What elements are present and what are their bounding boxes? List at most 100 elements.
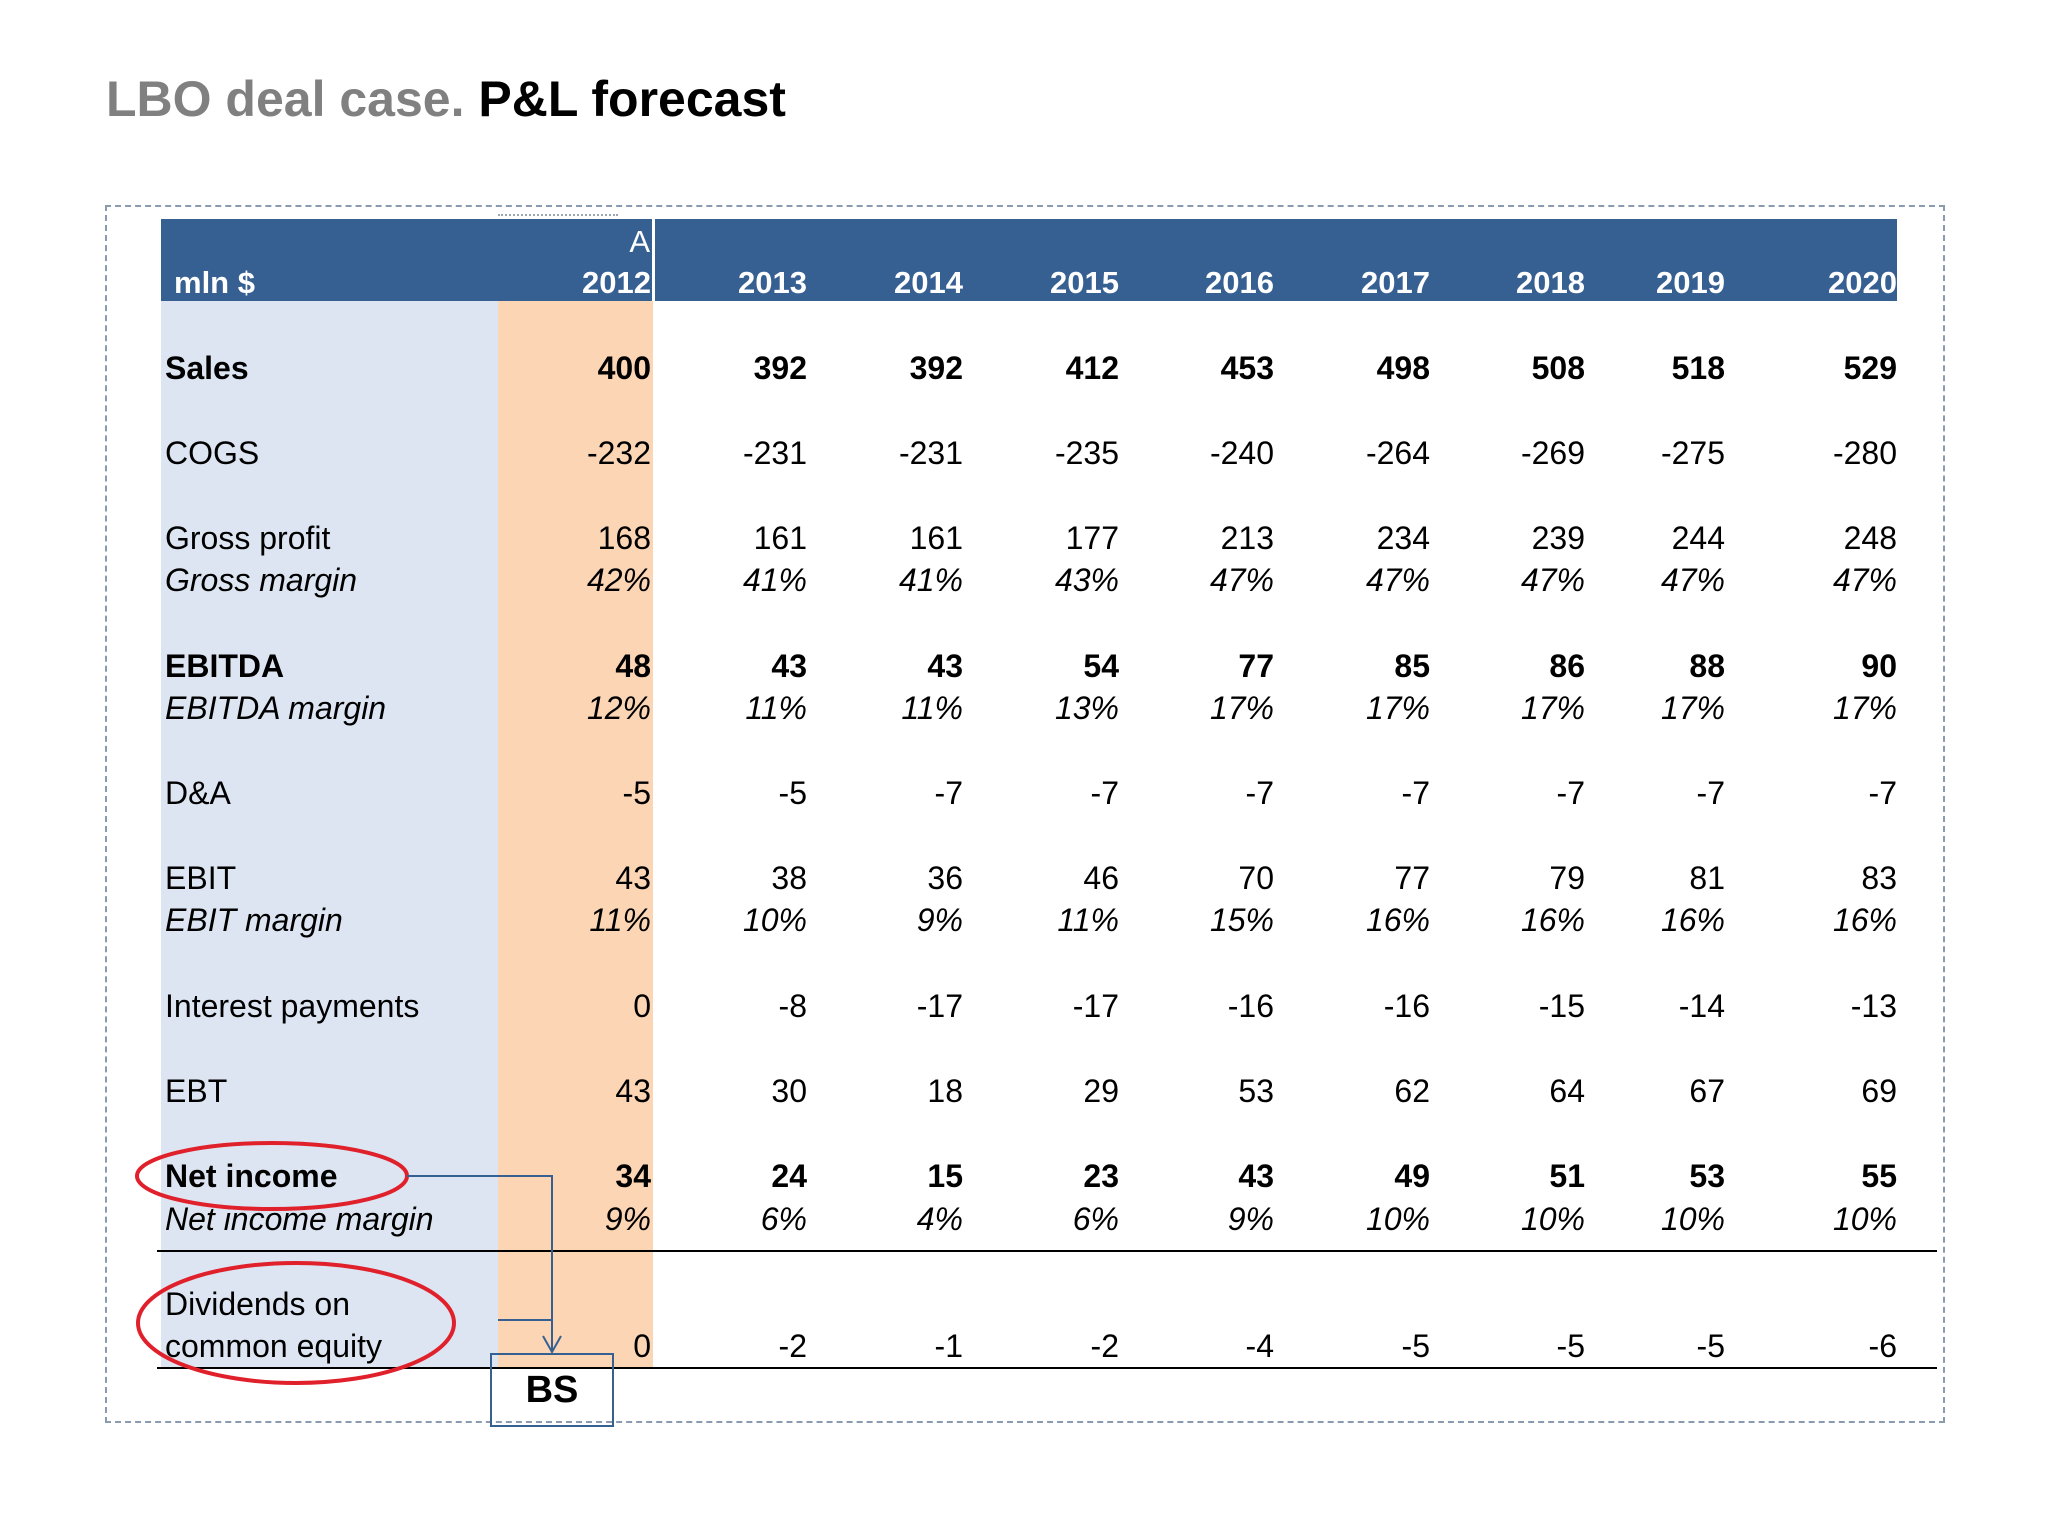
actual-marker: A <box>629 224 650 259</box>
table-header-bar <box>161 219 1897 301</box>
table-cell: -269 <box>1520 435 1585 471</box>
row-label: Gross margin <box>165 562 358 598</box>
table-cell: 36 <box>927 860 963 896</box>
table-cell: 6% <box>1072 1201 1119 1237</box>
table-cell: 161 <box>753 520 807 556</box>
dividends-circle <box>136 1261 456 1385</box>
table-cell: 88 <box>1689 648 1725 684</box>
table-cell: -264 <box>1365 435 1430 471</box>
table-cell: -275 <box>1660 435 1725 471</box>
table-cell: -7 <box>1090 775 1119 811</box>
year-header: 2017 <box>1361 265 1430 300</box>
table-cell: 42% <box>586 562 651 598</box>
table-cell: -7 <box>1556 775 1585 811</box>
table-cell: 9% <box>604 1201 651 1237</box>
table-cell: 9% <box>916 902 963 938</box>
net-income-link-line <box>407 1175 553 1350</box>
table-cell: 17% <box>1365 690 1430 726</box>
table-cell: 81 <box>1689 860 1725 896</box>
year-header: 2019 <box>1656 265 1725 300</box>
table-cell: 213 <box>1220 520 1274 556</box>
arrow-down-icon <box>542 1335 562 1355</box>
table-cell: 244 <box>1671 520 1725 556</box>
table-cell: 4% <box>916 1201 963 1237</box>
table-cell: -232 <box>586 435 651 471</box>
table-cell: 12% <box>586 690 651 726</box>
table-cell: 46 <box>1083 860 1119 896</box>
table-cell: -7 <box>1401 775 1430 811</box>
table-cell: -15 <box>1538 988 1585 1024</box>
table-cell: 43 <box>771 648 807 684</box>
table-cell: 43 <box>615 1073 651 1109</box>
table-cell: 10% <box>742 902 807 938</box>
table-cell: -13 <box>1850 988 1897 1024</box>
row-label: D&A <box>165 775 231 811</box>
table-cell: -5 <box>778 775 807 811</box>
table-cell: 0 <box>633 988 651 1024</box>
table-cell: 400 <box>597 350 651 386</box>
table-cell: 16% <box>1832 902 1897 938</box>
table-cell: 11% <box>745 690 807 726</box>
row-label: EBIT margin <box>165 902 343 938</box>
table-cell: 16% <box>1520 902 1585 938</box>
year-header: 2013 <box>738 265 807 300</box>
table-cell: 48 <box>615 648 651 684</box>
table-cell: 64 <box>1549 1073 1585 1109</box>
table-cell: 17% <box>1832 690 1897 726</box>
table-frame <box>105 205 1945 1423</box>
table-cell: 11% <box>1057 902 1119 938</box>
year-header: 2014 <box>894 265 963 300</box>
table-cell: 17% <box>1209 690 1274 726</box>
table-cell: 69 <box>1861 1073 1897 1109</box>
table-cell: 24 <box>771 1158 807 1194</box>
table-cell: 47% <box>1832 562 1897 598</box>
table-cell: -235 <box>1054 435 1119 471</box>
table-cell: -7 <box>1245 775 1274 811</box>
table-cell: 30 <box>771 1073 807 1109</box>
row-label: COGS <box>165 435 260 471</box>
table-cell: 38 <box>771 860 807 896</box>
table-cell: -2 <box>1090 1328 1119 1364</box>
table-cell: -231 <box>742 435 807 471</box>
table-cell: 79 <box>1549 860 1585 896</box>
table-cell: 43 <box>1238 1158 1274 1194</box>
row-label: EBITDA margin <box>165 690 387 726</box>
table-cell: 54 <box>1083 648 1119 684</box>
table-cell: 9% <box>1227 1201 1274 1237</box>
row-label: Interest payments <box>165 988 420 1024</box>
table-cell: 508 <box>1531 350 1585 386</box>
table-cell: 17% <box>1660 690 1725 726</box>
table-cell: 16% <box>1660 902 1725 938</box>
table-cell: 234 <box>1376 520 1430 556</box>
divider-line <box>157 1250 1937 1252</box>
table-cell: 239 <box>1531 520 1585 556</box>
table-cell: 15 <box>927 1158 963 1194</box>
row-label: Gross profit <box>165 520 331 556</box>
row-label: Sales <box>165 350 249 386</box>
table-cell: -17 <box>1072 988 1119 1024</box>
table-cell: 77 <box>1394 860 1430 896</box>
table-cell: -7 <box>1696 775 1725 811</box>
table-cell: 49 <box>1394 1158 1430 1194</box>
year-header: 2012 <box>582 265 651 300</box>
table-cell: 34 <box>615 1158 651 1194</box>
actual-column-background <box>498 301 653 1368</box>
row-label: EBT <box>165 1073 228 1109</box>
table-cell: 498 <box>1376 350 1430 386</box>
net-income-circle <box>135 1141 409 1211</box>
table-cell: 43 <box>927 648 963 684</box>
table-cell: -240 <box>1209 435 1274 471</box>
table-cell: 43 <box>615 860 651 896</box>
table-cell: 15% <box>1209 902 1274 938</box>
row-label: common equity <box>165 1328 382 1364</box>
table-cell: -5 <box>1401 1328 1430 1364</box>
table-cell: 412 <box>1065 350 1119 386</box>
table-cell: 47% <box>1209 562 1274 598</box>
unit-label: mln $ <box>174 265 255 300</box>
table-cell: -16 <box>1383 988 1430 1024</box>
title-prefix: LBO deal case. <box>106 71 465 127</box>
table-cell: -1 <box>934 1328 963 1364</box>
table-cell: 10% <box>1832 1201 1897 1237</box>
table-cell: 453 <box>1220 350 1274 386</box>
